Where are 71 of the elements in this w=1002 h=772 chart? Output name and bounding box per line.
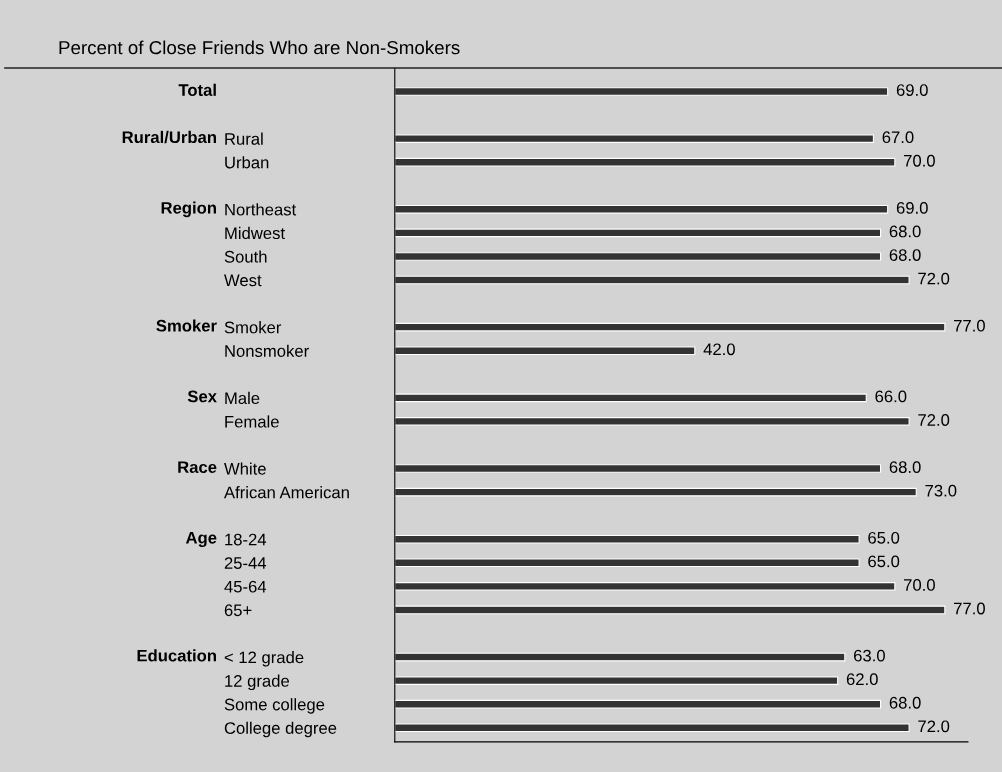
data-label: 65.0 <box>868 531 900 544</box>
y-tick-label: < 12 grade <box>224 651 304 667</box>
data-label: 63.0 <box>854 649 885 662</box>
bar <box>394 699 882 709</box>
data-label: 77.0 <box>954 602 985 615</box>
text: Rural/Urban <box>122 130 216 144</box>
text: Total <box>178 83 216 96</box>
text: Age <box>185 532 217 547</box>
bar <box>394 87 889 96</box>
y-tick-label: South <box>224 250 267 263</box>
chart-title: Percent of Close Friends Who are Non-Smokers <box>59 40 460 55</box>
bar <box>394 417 910 426</box>
bar <box>394 582 896 591</box>
data-label: 72.0 <box>918 272 950 285</box>
bar <box>394 393 867 403</box>
text: Sex <box>187 390 217 403</box>
bar <box>394 652 846 662</box>
data-label: 73.0 <box>925 484 957 497</box>
data-label: 72.0 <box>918 414 950 426</box>
y-tick-label: Northeast <box>225 203 297 216</box>
y-tick-label: 25-44 <box>224 557 267 569</box>
y-tick-label: 65+ <box>224 604 252 617</box>
text: Region <box>161 201 216 218</box>
bar <box>394 346 696 356</box>
y-tick-label: 18-24 <box>225 533 267 546</box>
bar <box>394 676 839 685</box>
data-label: 69.0 <box>896 84 928 96</box>
bar <box>394 228 882 238</box>
bar <box>394 534 860 544</box>
data-label: 70.0 <box>904 154 935 167</box>
data-label: 62.0 <box>846 673 878 686</box>
y-tick-label: 12 grade <box>225 674 290 691</box>
data-label: 70.0 <box>904 579 935 591</box>
y-tick-label: College degree <box>224 721 337 738</box>
y-tick-label: Urban <box>225 156 269 169</box>
y-tick-label: West <box>224 274 262 287</box>
bar <box>394 487 917 497</box>
bar <box>394 275 910 285</box>
data-label: 72.0 <box>918 720 950 733</box>
y-tick-label: White <box>224 462 266 475</box>
bar <box>394 157 896 167</box>
bar <box>394 204 889 214</box>
bar <box>394 723 910 733</box>
bar <box>394 605 946 615</box>
data-label: 68.0 <box>889 225 921 238</box>
y-tick-label: Female <box>225 415 279 428</box>
y-tick-label: Rural <box>225 132 263 145</box>
bar <box>394 252 882 261</box>
data-label: 65.0 <box>868 555 900 568</box>
data-label: 66.0 <box>875 390 907 403</box>
y-tick-label: Smoker <box>224 321 282 334</box>
text: Smoker <box>156 319 217 332</box>
bar <box>394 464 882 473</box>
data-label: 68.0 <box>889 249 921 261</box>
data-label: 68.0 <box>889 696 921 709</box>
bar <box>394 134 874 143</box>
bar <box>394 558 860 568</box>
data-label: 77.0 <box>954 319 985 332</box>
text: Race <box>178 461 217 474</box>
y-tick-label: 45-64 <box>224 580 267 593</box>
y-tick-label: Some college <box>224 698 325 714</box>
bar <box>394 322 946 332</box>
y-tick-label: Nonsmoker <box>225 344 309 357</box>
data-label: 67.0 <box>882 131 914 144</box>
y-tick-label: Male <box>225 391 260 405</box>
data-label: 42.0 <box>703 343 735 356</box>
y-tick-label: Midwest <box>225 226 285 240</box>
text: Education <box>137 649 216 662</box>
data-label: 69.0 <box>896 202 928 214</box>
y-tick-label: African American <box>223 486 349 499</box>
data-label: 68.0 <box>889 461 921 474</box>
